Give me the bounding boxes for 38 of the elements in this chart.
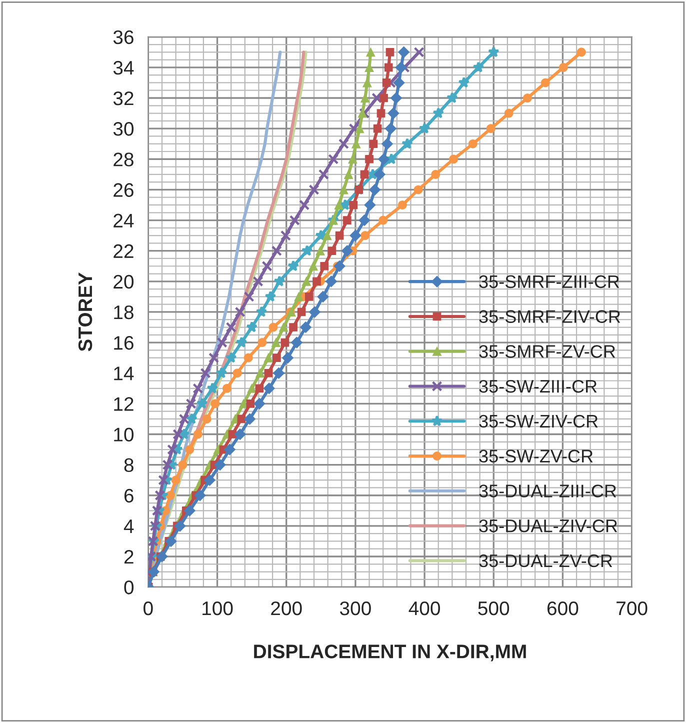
y-tick-label: 6	[124, 488, 134, 503]
y-tick-label: 18	[114, 305, 134, 320]
y-tick-label: 14	[114, 366, 134, 380]
x-axis-title: DISPLACEMENT IN X-DIR,MM	[254, 644, 526, 662]
legend-label: 35-SMRF-ZV-CR	[479, 345, 616, 358]
x-tick-label: 500	[478, 601, 510, 616]
y-tick-label: 22	[114, 244, 134, 258]
x-tick-label: 600	[547, 601, 578, 616]
y-tick-label: 36	[113, 30, 134, 44]
legend-label: 35-DUAL-ZIII-CR	[479, 484, 616, 498]
x-tick-label: 100	[202, 601, 233, 616]
y-tick-label: 24	[114, 214, 134, 228]
y-tick-label: 16	[114, 336, 134, 350]
y-tick-label: 0	[124, 580, 134, 594]
legend-label: 35-SMRF-ZIII-CR	[479, 275, 620, 288]
legend-label: 35-DUAL-ZV-CR	[479, 554, 612, 568]
legend-label: 35-DUAL-ZIV-CR	[479, 520, 618, 532]
y-tick-label: 2	[124, 550, 134, 564]
y-tick-label: 32	[113, 91, 134, 106]
legend-label: 35-SW-ZV-CR	[479, 450, 593, 463]
legend-label: 35-SW-ZIII-CR	[479, 380, 597, 393]
legend-label: 35-SMRF-ZIV-CR	[479, 310, 620, 323]
x-tick-label: 200	[271, 601, 302, 616]
y-tick-label: 4	[124, 520, 134, 533]
x-tick-label: 400	[408, 601, 440, 616]
y-tick-label: 30	[113, 122, 134, 136]
y-tick-label: 34	[113, 60, 134, 75]
legend-label: 35-SW-ZIV-CR	[479, 414, 598, 428]
y-tick-label: 28	[114, 152, 134, 166]
y-tick-label: 20	[114, 274, 134, 289]
y-tick-label: 26	[114, 183, 134, 197]
x-tick-label: 300	[340, 601, 371, 616]
x-tick-label: 0	[144, 601, 153, 616]
y-tick-label: 10	[114, 428, 134, 442]
y-axis-title: STOREY	[78, 272, 92, 352]
y-tick-label: 12	[114, 397, 134, 411]
y-tick-label: 8	[124, 458, 134, 472]
x-tick-label: 700	[616, 601, 648, 616]
